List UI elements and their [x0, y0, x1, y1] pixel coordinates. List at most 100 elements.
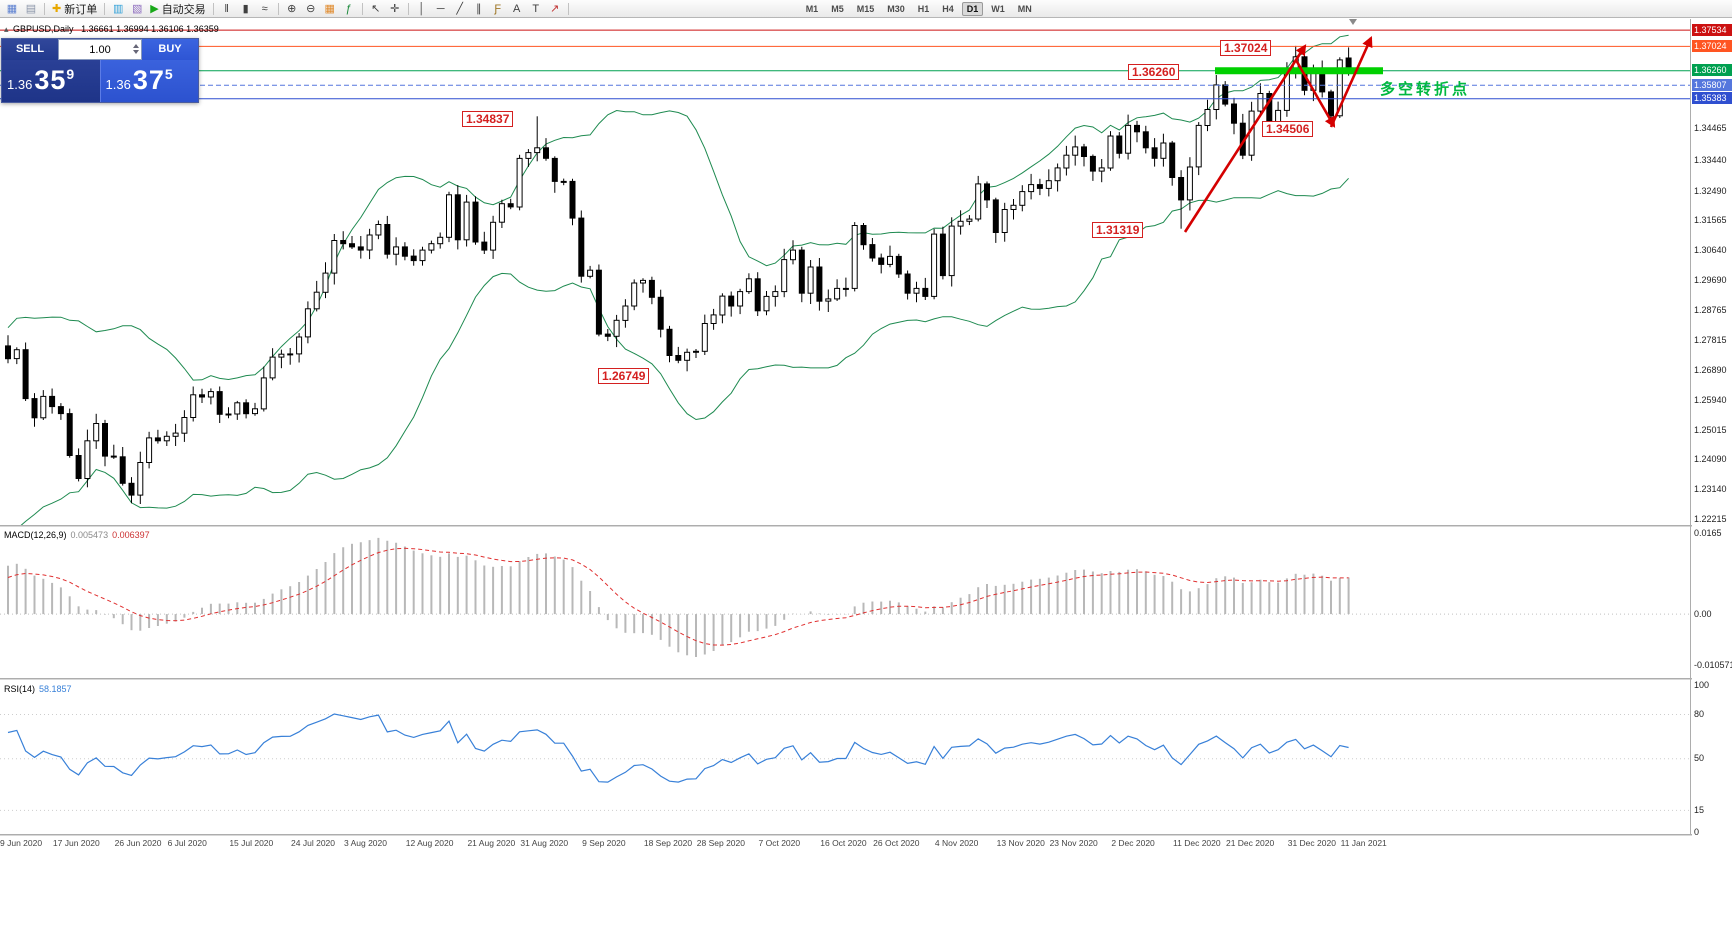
market-watch-icon[interactable]: ▥ [109, 1, 127, 17]
date-axis-label: 11 Jan 2021 [1340, 838, 1387, 848]
panel-separator[interactable] [0, 678, 1732, 680]
horizontal-line-icon[interactable]: ─ [432, 1, 450, 17]
price-axis-tick: 1.33440 [1694, 155, 1727, 166]
fibonacci-icon[interactable]: Ƒ [489, 1, 507, 17]
price-annotation[interactable]: 1.37024 [1220, 40, 1272, 56]
new-order-button[interactable]: ✚ 新订单 [49, 1, 100, 17]
symbol-title: GBPUSD,Daily [13, 24, 74, 34]
volume-down-icon[interactable] [133, 50, 139, 54]
timeframe-m30[interactable]: M30 [887, 3, 905, 14]
price-axis-tick: 1.27815 [1694, 335, 1727, 346]
panel-separator[interactable] [0, 834, 1732, 836]
rsi-value: 58.1857 [39, 684, 72, 694]
toolbar-separator [567, 2, 569, 15]
channel-icon[interactable]: ∥ [470, 1, 488, 17]
date-axis-label: 31 Dec 2020 [1287, 838, 1336, 848]
price-annotation[interactable]: 1.34837 [462, 111, 514, 127]
timeframe-h1[interactable]: H1 [917, 3, 930, 14]
timeframe-m15[interactable]: M15 [856, 3, 875, 14]
autotrading-button[interactable]: ▶ 自动交易 [147, 1, 208, 17]
toolbar-separator [104, 2, 106, 15]
bollinger-bands [7, 34, 1349, 525]
rsi-name: RSI(14) [4, 684, 36, 694]
price-annotation[interactable]: 1.34506 [1262, 121, 1314, 137]
date-axis-label: 16 Oct 2020 [820, 838, 867, 848]
price-axis-tick: 1.24090 [1694, 454, 1727, 465]
rsi-line [7, 713, 1349, 783]
main-chart-canvas[interactable] [0, 18, 1690, 525]
timeframe-d1[interactable]: D1 [961, 1, 984, 16]
timeframe-group: M1 M5 M15 M30 H1 H4 D1 W1 MN [801, 1, 1037, 16]
bar-chart-icon: ‖ [224, 2, 229, 15]
indicators-icon[interactable]: ƒ [340, 1, 358, 17]
timeframe-mn[interactable]: MN [1017, 3, 1032, 14]
timeframe-m5[interactable]: M5 [831, 3, 844, 14]
buy-button[interactable]: BUY [142, 39, 198, 60]
price-line-label: 1.35383 [1692, 92, 1732, 105]
toolbar-separator [212, 2, 214, 15]
bar-chart-icon[interactable]: ‖ [218, 1, 236, 17]
trendline-icon[interactable]: ╱ [451, 1, 469, 17]
rsi-axis-tick: 15 [1694, 804, 1705, 815]
cursor-icon[interactable]: ↖ [367, 1, 385, 17]
tile-windows-icon[interactable]: ▦ [321, 1, 339, 17]
date-axis-label: 11 Dec 2020 [1173, 838, 1221, 848]
macd-main-value: 0.005473 [70, 530, 109, 540]
price-annotation[interactable]: 1.26749 [598, 368, 650, 384]
price-axis-tick: 1.23140 [1694, 484, 1727, 495]
ask-price-button[interactable]: 1.36375 [99, 60, 198, 102]
price-axis-tick: 1.26890 [1694, 364, 1727, 375]
timeframe-m1[interactable]: M1 [805, 3, 819, 14]
toolbar: ▦ ▤ ✚ 新订单 ▥ ▧ ▶ 自动交易 ‖ ▮ ≈ ⊕ ⊖ ▦ ƒ ↖ ✛ │ ─ ╱ ∥ Ƒ A T ↗ M1 M5 M15 M30… [0, 0, 1732, 18]
line-chart-icon[interactable]: ≈ [256, 1, 274, 17]
bid-price-button[interactable]: 1.36359 [2, 60, 100, 102]
trend-arrows[interactable] [1183, 36, 1373, 233]
rsi-chart-canvas[interactable] [0, 680, 1690, 834]
bid-prefix: 1.36 [7, 77, 33, 92]
arrows-icon[interactable]: ↗ [546, 1, 564, 17]
label-icon[interactable]: T [527, 1, 545, 17]
crosshair-icon[interactable]: ✛ [386, 1, 404, 17]
date-axis-label: 9 Jun 2020 [0, 838, 43, 848]
zoom-out-icon: ⊖ [306, 3, 316, 15]
toolbar-separator [361, 2, 363, 15]
market-watch-icon: ▥ [113, 3, 124, 15]
horizontal-line-icon: ─ [436, 2, 445, 15]
text-icon: A [513, 2, 521, 15]
macd-signal-line [7, 547, 1349, 646]
date-axis-label: 21 Aug 2020 [467, 838, 516, 848]
volume-input[interactable]: 1.00 [58, 39, 142, 60]
timeframe-h4[interactable]: H4 [942, 3, 954, 14]
new-chart-icon[interactable]: ▦ [3, 1, 21, 17]
macd-axis-tick: 0.00 [1694, 608, 1712, 619]
candlestick-icon[interactable]: ▮ [237, 1, 255, 17]
navigator-icon[interactable]: ▧ [128, 1, 146, 17]
pivot-note-text[interactable]: 多空转折点 [1380, 81, 1471, 98]
date-axis-label: 7 Oct 2020 [758, 838, 801, 848]
zoom-in-icon: ⊕ [287, 3, 297, 15]
price-annotation[interactable]: 1.36260 [1128, 64, 1180, 80]
timeframe-w1[interactable]: W1 [991, 3, 1005, 14]
autotrading-icon: ▶ [150, 3, 159, 15]
volume-up-icon[interactable] [133, 44, 139, 48]
price-axis[interactable]: 1.34465 1.33440 1.32490 1.31565 1.30640 1.296… [1692, 18, 1732, 837]
chart-shift-marker[interactable] [1349, 19, 1357, 25]
zoom-in-icon[interactable]: ⊕ [283, 1, 301, 17]
date-axis-label: 31 Aug 2020 [520, 838, 569, 848]
bid-pipette: 9 [66, 66, 75, 82]
profiles-icon[interactable]: ▤ [22, 1, 40, 17]
price-annotation[interactable]: 1.31319 [1092, 222, 1144, 238]
date-axis-label: 17 Jun 2020 [52, 838, 100, 848]
panel-separator[interactable] [0, 525, 1732, 527]
text-icon[interactable]: A [508, 1, 526, 17]
zoom-out-icon[interactable]: ⊖ [302, 1, 320, 17]
sell-button[interactable]: SELL [2, 39, 58, 60]
vertical-line-icon[interactable]: │ [413, 1, 431, 17]
macd-chart-canvas[interactable] [0, 527, 1690, 678]
rsi-axis-tick: 50 [1694, 753, 1705, 764]
date-axis[interactable]: 9 Jun 2020 17 Jun 2020 26 Jun 2020 6 Jul 20… [0, 838, 1690, 854]
macd-axis-tick: 0.0165 [1694, 527, 1722, 538]
date-axis-label: 18 Sep 2020 [643, 838, 693, 848]
